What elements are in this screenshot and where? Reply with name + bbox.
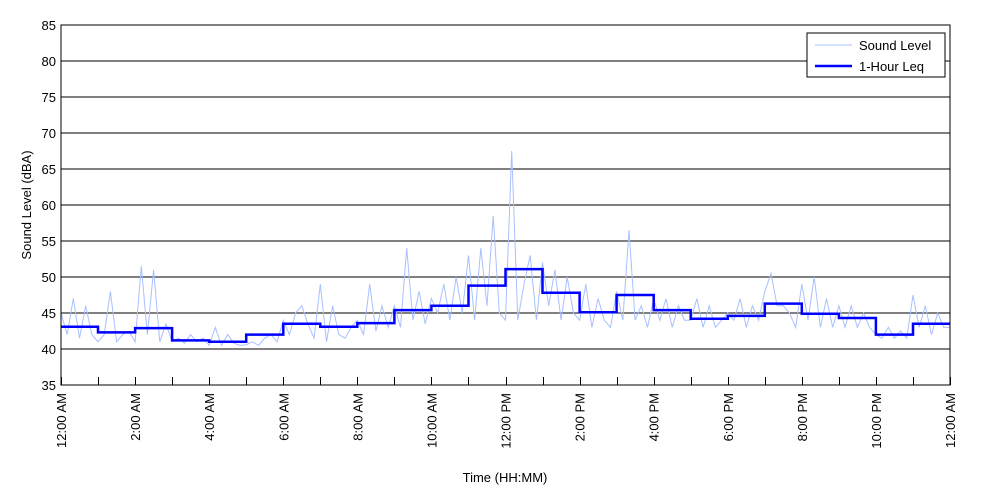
x-tick-label: 12:00 AM: [54, 393, 69, 448]
x-tick-label: 4:00 PM: [647, 393, 662, 441]
legend-label-leq: 1-Hour Leq: [859, 59, 924, 74]
x-tick-label: 12:00 AM: [943, 393, 958, 448]
y-tick-label: 50: [42, 270, 56, 285]
y-tick-label: 35: [42, 378, 56, 393]
y-tick-label: 55: [42, 234, 56, 249]
y-tick-label: 75: [42, 90, 56, 105]
y-tick-label: 45: [42, 306, 56, 321]
legend: Sound Level 1-Hour Leq: [806, 32, 946, 78]
x-axis-label: Time (HH:MM): [463, 470, 548, 485]
y-tick-label: 80: [42, 54, 56, 69]
x-tick-label: 2:00 AM: [128, 393, 143, 441]
legend-label-sound-level: Sound Level: [859, 38, 931, 53]
x-tick-label: 10:00 AM: [424, 393, 439, 448]
y-tick-label: 65: [42, 162, 56, 177]
x-tick-label: 12:00 PM: [499, 393, 514, 449]
y-tick-label: 40: [42, 342, 56, 357]
legend-box: [806, 32, 946, 78]
series-sound-level-line: [60, 150, 950, 347]
plot-frame: [60, 24, 951, 386]
y-axis-label: Sound Level (dBA): [19, 150, 34, 259]
x-tick-label: 2:00 PM: [573, 393, 588, 441]
y-tick-label: 60: [42, 198, 56, 213]
series-1-hour-leq-line: [61, 267, 950, 344]
x-tick-label: 6:00 PM: [721, 393, 736, 441]
y-tick-label: 85: [42, 18, 56, 33]
x-tick-label: 10:00 PM: [869, 393, 884, 449]
x-tick-label: 4:00 AM: [202, 393, 217, 441]
x-tick-label: 6:00 AM: [276, 393, 291, 441]
y-tick-label: 70: [42, 126, 56, 141]
x-tick-label: 8:00 PM: [795, 393, 810, 441]
x-tick-label: 8:00 AM: [350, 393, 365, 441]
